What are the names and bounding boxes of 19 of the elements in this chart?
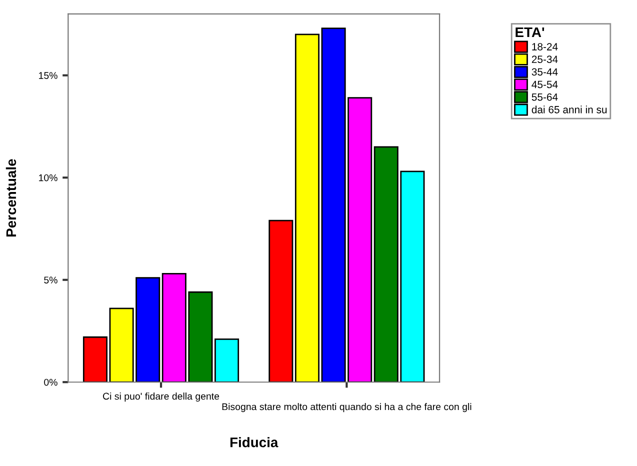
x-tick-label: Bisogna stare molto attenti quando si ha a che fare con gli <box>222 403 472 412</box>
legend-label: 18-24 <box>532 43 558 50</box>
y-axis-title: Percentuale <box>6 159 16 236</box>
legend-label: 25-34 <box>532 56 558 64</box>
legend-title: ETA' <box>516 27 544 38</box>
x-axis-title: Fiducia <box>230 437 278 448</box>
legend-label: 55-64 <box>532 93 558 101</box>
bar <box>268 220 294 382</box>
legend-label: dai 65 anni in su <box>532 106 607 114</box>
y-tick-label: 5% <box>44 276 58 284</box>
legend-label: 35-44 <box>532 68 558 76</box>
bar <box>294 34 320 382</box>
legend-label: 45-54 <box>532 80 558 88</box>
y-tick-label: 0% <box>44 378 58 386</box>
y-tick-label: 15% <box>39 72 58 79</box>
y-tick-label: 10% <box>39 174 58 182</box>
bar <box>214 338 240 382</box>
x-tick-label: Ci si puo' fidare della gente <box>103 392 220 402</box>
bar <box>82 336 108 382</box>
